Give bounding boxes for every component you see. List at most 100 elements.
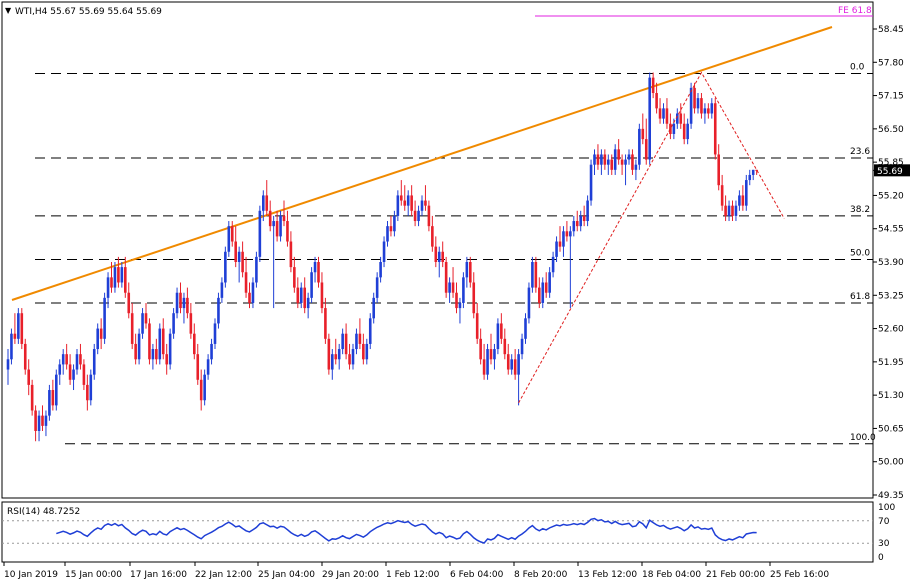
- time-tick-label: 18 Feb 04:00: [642, 570, 701, 580]
- candle-body: [441, 251, 444, 262]
- candle: [158, 323, 162, 365]
- candle: [13, 313, 17, 344]
- candle-body: [548, 272, 551, 293]
- candle-body: [110, 277, 113, 288]
- time-tick-label: 8 Feb 20:00: [514, 570, 568, 580]
- candle-body: [734, 205, 738, 216]
- trendline-layer: [11, 26, 833, 301]
- candle-body: [237, 251, 241, 262]
- candle-body: [400, 195, 403, 201]
- candle-body: [68, 364, 72, 380]
- candle-body: [503, 338, 507, 355]
- candle: [189, 302, 193, 339]
- candle: [341, 328, 344, 355]
- price-tick-label: 57.80: [878, 58, 904, 68]
- candle: [230, 221, 234, 247]
- candle: [634, 159, 638, 181]
- candle-body: [182, 297, 186, 309]
- candle: [258, 205, 262, 262]
- candle: [372, 292, 375, 324]
- candle-body: [148, 323, 151, 360]
- candle: [358, 318, 362, 350]
- candle-body: [289, 241, 293, 268]
- candle: [738, 190, 741, 211]
- fib-label: 50.0: [850, 248, 870, 258]
- time-tick-label: 22 Jan 12:00: [195, 570, 252, 580]
- candle: [237, 246, 241, 283]
- candle-body: [189, 313, 193, 334]
- candle-body: [731, 205, 734, 216]
- fib-label: 23.6: [850, 147, 870, 157]
- candle: [6, 349, 10, 385]
- candle: [665, 98, 669, 129]
- rsi-tick-label: 70: [878, 517, 890, 527]
- candle: [265, 180, 269, 216]
- candle-body: [262, 195, 265, 211]
- candle: [141, 308, 144, 339]
- candle: [662, 103, 665, 124]
- candle: [368, 313, 372, 350]
- candle-body: [700, 98, 703, 114]
- candle: [703, 103, 707, 124]
- candle: [431, 215, 434, 252]
- candle: [444, 256, 448, 298]
- candle-body: [61, 354, 65, 365]
- candle: [117, 256, 120, 288]
- candle: [337, 343, 341, 370]
- candle-body: [658, 108, 662, 119]
- candle: [586, 195, 589, 227]
- candle-body: [268, 210, 272, 227]
- fib-label: 61.8: [850, 292, 870, 302]
- candle-body: [679, 113, 683, 124]
- candle: [541, 277, 545, 309]
- candle-body: [745, 180, 748, 206]
- fib-retracement-levels: 0.0 23.6 38.2 50.0 61.8 100.0: [35, 63, 876, 445]
- candle-body: [44, 415, 48, 426]
- candle-body: [427, 205, 431, 227]
- rsi-tick-label: 30: [878, 539, 890, 549]
- candle-body: [103, 297, 106, 339]
- candle: [503, 328, 507, 360]
- chart-menu-icon[interactable]: ▼: [5, 6, 12, 15]
- candle-body: [420, 200, 424, 211]
- main-plot-frame: [1, 1, 874, 499]
- candle: [72, 364, 75, 391]
- candle-body: [738, 195, 741, 206]
- time-tick-label: 13 Feb 12:00: [578, 570, 637, 580]
- candle: [620, 154, 624, 175]
- candle: [424, 185, 427, 211]
- candle-body: [217, 297, 220, 324]
- candle: [400, 180, 403, 206]
- candle: [548, 267, 551, 298]
- candle: [148, 318, 151, 365]
- candle: [469, 256, 472, 288]
- candle-body: [23, 343, 27, 370]
- candle: [344, 323, 348, 360]
- candle-body: [279, 215, 282, 237]
- candle-body: [193, 333, 196, 355]
- candle-body: [258, 210, 262, 257]
- candle-body: [396, 195, 400, 216]
- candle: [682, 113, 686, 145]
- candle-body: [579, 215, 582, 227]
- candle: [427, 200, 431, 232]
- candle: [707, 103, 710, 119]
- candle-body: [365, 343, 369, 360]
- rsi-tick-label: 100: [878, 503, 895, 513]
- candle: [724, 195, 727, 222]
- candle-body: [337, 349, 341, 360]
- price-tick-label: 50.65: [878, 424, 904, 434]
- candle: [551, 251, 555, 278]
- candle-body: [562, 231, 565, 247]
- candle-body: [172, 313, 175, 334]
- candle: [17, 308, 20, 344]
- candle: [161, 318, 165, 360]
- candle-body: [234, 241, 237, 262]
- candle: [324, 297, 327, 344]
- candle: [89, 369, 93, 406]
- time-tick-label: 10 Jan 2019: [4, 570, 58, 580]
- candle: [182, 292, 186, 324]
- candle-body: [30, 384, 34, 411]
- candle: [289, 231, 293, 273]
- candle: [631, 149, 634, 175]
